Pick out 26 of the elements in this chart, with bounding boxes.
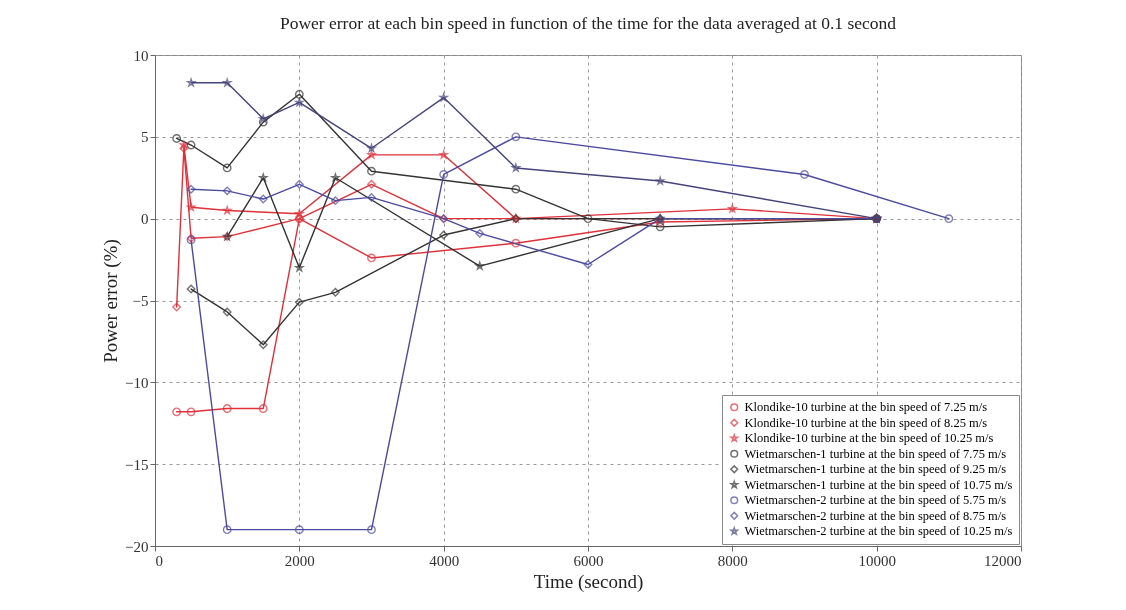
legend-label: Wietmarschen-2 turbine at the bin speed of 5.75 m/s — [744, 493, 1007, 508]
legend-label: Wietmarschen-2 turbine at the bin speed of 10.25 m/s — [744, 524, 1013, 539]
y-tick-label: −15 — [125, 456, 149, 473]
y-tick-label: 5 — [141, 129, 149, 146]
x-tick-label: 2000 — [284, 552, 315, 569]
legend-label: Klondike-10 turbine at the bin speed of 7.25 m/s — [744, 400, 988, 415]
x-tick-label: 6000 — [573, 552, 604, 569]
y-axis-title: Power error (%) — [100, 239, 123, 363]
y-tick-label: −20 — [125, 538, 149, 555]
legend-label: Wietmarschen-1 turbine at the bin speed of 10.75 m/s — [744, 477, 1013, 492]
x-tick-label: 8000 — [717, 552, 748, 569]
y-tick-label: 0 — [141, 211, 149, 228]
legend-label: Klondike-10 turbine at the bin speed of 10.25 m/s — [744, 431, 994, 446]
legend-label: Klondike-10 turbine at the bin speed of 8.25 m/s — [744, 415, 988, 430]
y-tick-label: 10 — [133, 47, 149, 64]
x-tick-label: 0 — [155, 552, 163, 569]
legend-label: Wietmarschen-2 turbine at the bin speed of 8.75 m/s — [744, 508, 1007, 523]
legend-label: Wietmarschen-1 turbine at the bin speed of 9.25 m/s — [744, 462, 1007, 477]
x-tick-label: 12000 — [984, 552, 1022, 569]
x-tick-label: 4000 — [429, 552, 460, 569]
x-axis-title: Time (second) — [533, 570, 644, 593]
y-tick-label: −10 — [125, 374, 149, 391]
x-tick-label: 10000 — [858, 552, 896, 569]
chart-title: Power error at each bin speed in function of the time for the data averaged at 0.1 second — [279, 12, 897, 33]
y-tick-label: −5 — [132, 293, 149, 309]
legend-label: Wietmarschen-1 turbine at the bin speed of 7.75 m/s — [744, 446, 1007, 461]
